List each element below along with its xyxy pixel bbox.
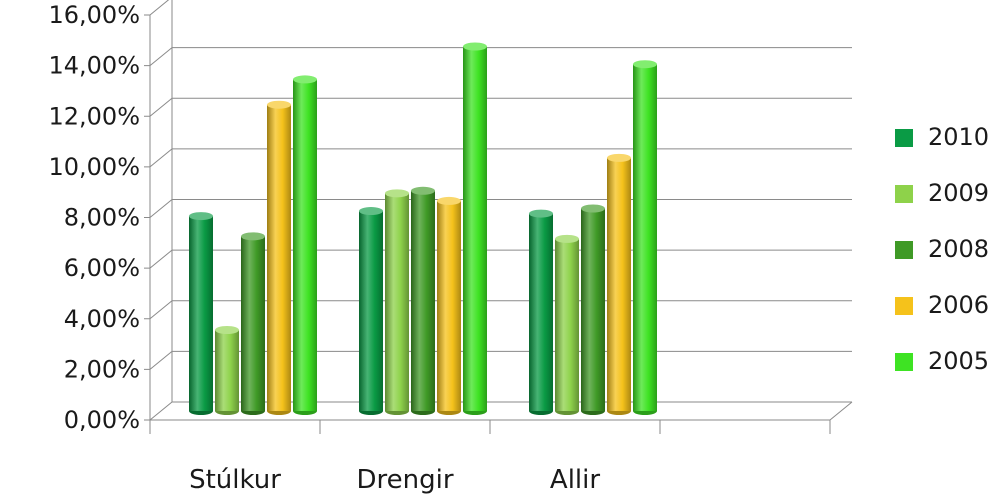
legend-entry: 2006 <box>895 291 989 319</box>
legend-swatch <box>895 129 913 147</box>
bar <box>529 209 553 415</box>
legend-label: 2005 <box>928 347 989 375</box>
gridline-depth <box>149 97 173 117</box>
gridline-depth <box>149 0 170 16</box>
y-tick-label: 10,00% <box>48 153 140 181</box>
y-tick-label: 8,00% <box>64 204 140 232</box>
legend-swatch <box>895 241 913 259</box>
bar <box>607 153 631 415</box>
y-tick-label: 6,00% <box>64 254 140 282</box>
gridline-depth <box>149 401 173 421</box>
bar <box>463 42 487 415</box>
legend-label: 2009 <box>928 179 989 207</box>
gridline-depth <box>149 148 173 168</box>
legend-entry: 2005 <box>895 347 989 375</box>
category-label: Stúlkur <box>189 465 281 495</box>
y-tick-label: 12,00% <box>48 102 140 130</box>
gridline-depth <box>149 47 173 67</box>
legend-entry: 2010 <box>895 123 989 151</box>
y-tick-labels: 0,00% 2,00% 4,00% 6,00% 8,00% 10,00% 12,00% 14,… <box>48 1 140 434</box>
legend-label: 2006 <box>928 291 989 319</box>
legend-label: 2008 <box>928 235 989 263</box>
bar <box>633 60 657 415</box>
bar <box>189 212 213 415</box>
gridline-depth <box>149 300 173 320</box>
bar <box>581 204 605 415</box>
y-tick-label: 4,00% <box>64 305 140 333</box>
bar <box>437 196 461 415</box>
legend-entry: 2009 <box>895 179 989 207</box>
legend-swatch <box>895 297 913 315</box>
legend-label: 2010 <box>928 123 989 151</box>
legend-swatch <box>895 185 913 203</box>
bar <box>293 75 317 415</box>
y-tick-label: 0,00% <box>64 406 140 434</box>
bar <box>241 232 265 415</box>
gridline-depth <box>149 350 173 370</box>
category-labels: Stúlkur Drengir Allir <box>189 465 600 495</box>
y-tick-label: 16,00% <box>48 1 140 29</box>
gridline-depth <box>149 199 173 218</box>
gridline-depth <box>149 249 173 269</box>
bar <box>555 234 579 415</box>
bar <box>359 207 383 415</box>
bar <box>267 100 291 415</box>
legend-entry: 2008 <box>895 235 989 263</box>
bar <box>215 326 239 415</box>
y-tick-label: 2,00% <box>64 355 140 383</box>
legend: 2010 2009 2008 2006 2005 <box>895 123 989 375</box>
category-label: Allir <box>550 465 600 495</box>
legend-swatch <box>895 353 913 371</box>
floor-edge <box>829 401 853 421</box>
bar <box>385 189 409 415</box>
category-label: Drengir <box>356 465 453 495</box>
bar <box>411 186 435 415</box>
axes <box>144 0 853 434</box>
bars <box>189 42 657 415</box>
y-tick-label: 14,00% <box>48 52 140 80</box>
